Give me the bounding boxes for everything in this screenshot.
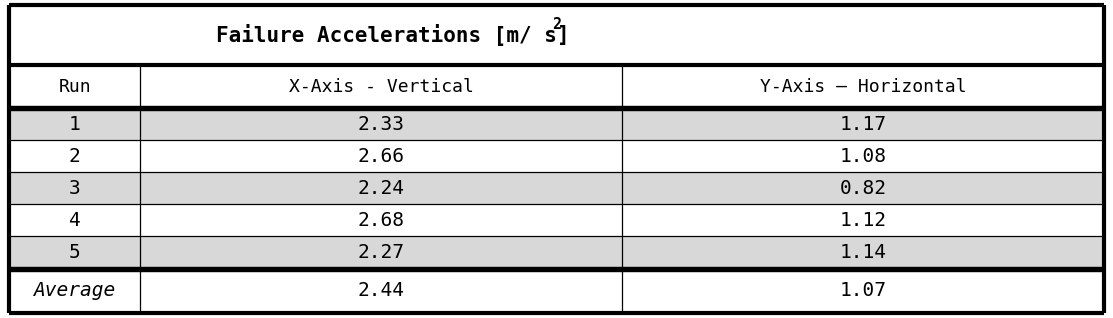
Text: 5: 5 bbox=[69, 243, 80, 262]
Text: 4: 4 bbox=[69, 211, 80, 230]
Bar bbox=[622, 108, 1104, 140]
Text: 1.12: 1.12 bbox=[839, 211, 887, 230]
Text: 2.24: 2.24 bbox=[357, 179, 405, 198]
Text: 2.44: 2.44 bbox=[357, 281, 405, 301]
Bar bbox=[9, 204, 140, 236]
Text: 2.27: 2.27 bbox=[357, 243, 405, 262]
Text: X-Axis - Vertical: X-Axis - Vertical bbox=[289, 78, 474, 95]
Bar bbox=[140, 236, 622, 268]
Bar bbox=[9, 65, 140, 108]
Text: 1: 1 bbox=[69, 115, 80, 134]
Bar bbox=[140, 268, 622, 313]
Text: 0.82: 0.82 bbox=[839, 179, 887, 198]
Text: 2.33: 2.33 bbox=[357, 115, 405, 134]
Text: 2: 2 bbox=[552, 17, 561, 31]
Bar bbox=[9, 172, 140, 204]
Text: 3: 3 bbox=[69, 179, 80, 198]
Text: 1.08: 1.08 bbox=[839, 147, 887, 166]
Bar bbox=[622, 65, 1104, 108]
Text: Failure Accelerations [m/ s: Failure Accelerations [m/ s bbox=[216, 24, 556, 46]
Bar bbox=[9, 5, 1104, 65]
Bar bbox=[622, 204, 1104, 236]
Bar bbox=[622, 172, 1104, 204]
Text: 1.07: 1.07 bbox=[839, 281, 887, 301]
Bar bbox=[140, 140, 622, 172]
Bar bbox=[140, 204, 622, 236]
Bar bbox=[622, 236, 1104, 268]
Text: 2: 2 bbox=[69, 147, 80, 166]
Text: 1.14: 1.14 bbox=[839, 243, 887, 262]
Bar bbox=[140, 65, 622, 108]
Bar bbox=[9, 268, 140, 313]
Text: Run: Run bbox=[58, 78, 91, 95]
Text: ]: ] bbox=[556, 25, 569, 45]
Text: 2.66: 2.66 bbox=[357, 147, 405, 166]
Bar bbox=[140, 172, 622, 204]
Bar bbox=[9, 140, 140, 172]
Text: 1.17: 1.17 bbox=[839, 115, 887, 134]
Text: 2.68: 2.68 bbox=[357, 211, 405, 230]
Bar bbox=[9, 108, 140, 140]
Bar bbox=[622, 268, 1104, 313]
Bar bbox=[140, 108, 622, 140]
Bar bbox=[9, 236, 140, 268]
Bar bbox=[622, 140, 1104, 172]
Text: Y-Axis – Horizontal: Y-Axis – Horizontal bbox=[760, 78, 966, 95]
Text: Average: Average bbox=[33, 281, 116, 301]
